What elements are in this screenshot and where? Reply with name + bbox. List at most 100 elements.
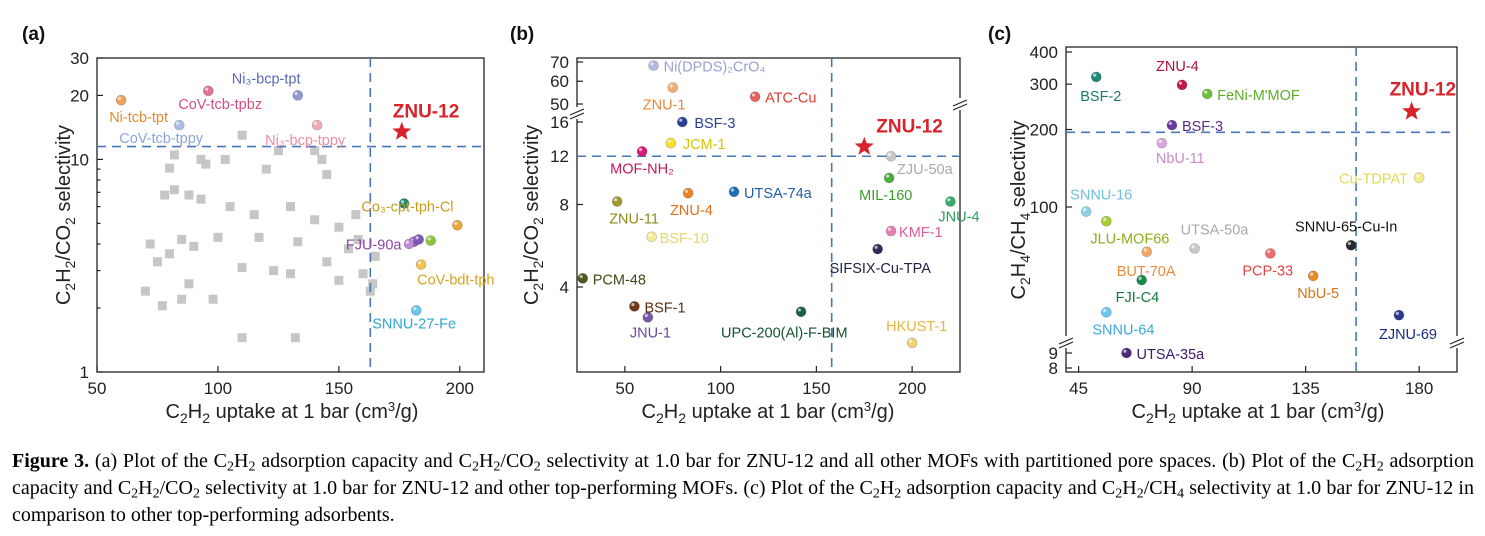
point-SNNU-27-Fe-marker [410,305,422,316]
axis-break-c-right-line2 [1449,341,1465,349]
point-CoV-bdt-tph [415,259,427,270]
point-ATC-Cu [749,91,761,103]
gray-square-21 [145,239,155,249]
point-HKUST-1-shine [908,339,913,343]
point-label-HKUST-1: HKUST-1 [886,319,947,335]
point-BSF-3-shine [679,118,683,122]
point-JCM-1-marker [665,137,677,149]
ytick-label-a-2: 20 [70,86,89,105]
point-ZJNU-69 [1393,309,1405,321]
point-JCM-1 [665,137,677,149]
point-NbU-11 [1156,137,1168,149]
star-ZNU-12-b [854,136,874,155]
point-label-PCM-48: PCM-48 [593,272,646,288]
gray-square-34 [269,266,279,276]
point-Ni3-bcp-tppy-marker [311,119,323,131]
point-ZNU-4 [682,187,694,199]
point-label-Ni(DPDS)2CrO4: Ni(DPDS)₂CrO₄ [664,60,766,76]
point-BUT-70A [1141,246,1153,258]
star-ZNU-12-c [1402,101,1422,120]
point-Cu-TDPAT-marker [1413,172,1425,183]
point-CoV-tcb-tpbz-shine [205,87,209,91]
point-FJI-C4-marker [1136,274,1147,286]
xtick-label-b-0: 50 [615,379,634,398]
point-label-UPC-200(Al)-F-BIM: UPC-200(Al)-F-BIM [721,326,847,342]
point-CoV-tcb-tpbz-marker [202,85,214,97]
point-BSF-3 [677,116,688,128]
ytick-label-a-1: 10 [70,150,89,169]
xtick-label-a-0: 50 [88,379,107,398]
point-PCP-33-shine [1267,250,1271,254]
figure-svg: (a)50 100 150 2001102030Ni-tcb-tptCoV-tcb-t… [22,24,1465,426]
xtick-label-b-3: 200 [898,379,926,398]
point-JNU-1-marker [642,312,654,323]
point-SNNU-16 [1080,206,1092,217]
point-UTSA-35a [1121,347,1132,359]
point-Ni(DPDS)2CrO4-marker [648,60,659,71]
ylabel-b: C2​H2​/CO2​ selectivity [521,125,546,305]
ytick-label-b-6: 70 [550,53,569,72]
ytick-label-c-4: 300 [1030,75,1058,94]
point-label-JNU-4: JNU-4 [938,210,979,226]
point-label-Ni3-bcp-tpt: Ni₃-bcp-tpt [232,71,301,87]
point-label-Ni-tcb-tpt: Ni-tcb-tpt [109,110,168,126]
point-ZNU-4 [1176,79,1188,91]
point-BSF-1-shine [631,302,635,307]
point-UTSA-74a-shine [730,188,735,192]
point-label-ZJU-50a: ZJU-50a [897,162,954,178]
point-Ni-tcb-tpt-marker [115,94,127,106]
point-label-JNU-1: JNU-1 [630,325,671,341]
point-NbU-11-shine [1158,139,1162,143]
point-Ni3-bcp-tpt-marker [292,90,304,101]
xtick-label-c-2: 135 [1291,379,1319,398]
point-Ni(DPDS)2CrO4-shine [650,62,654,66]
gray-square-7 [165,163,175,173]
point-KMF-1-shine [887,227,892,231]
point-FJU-90a-b-marker [413,234,424,245]
gray-square-20 [334,222,344,232]
point-JNU-4-marker [945,196,956,207]
point-label-SNNU-65-Cu-In: SNNU-65-Cu-In [1295,219,1397,235]
point-label-Ni3-bcp-tppy: Ni₃-bcp-tppy [265,133,346,149]
gray-square-3 [169,150,179,160]
point-label-NbU-11: NbU-11 [1156,151,1205,167]
point-BSF-3 [1166,119,1178,131]
point-FeNi-M'MOF-marker [1201,88,1213,100]
ylabel-c: C2​H4​/CH4​ selectivity [1008,121,1033,300]
axis-break-c-left [1058,336,1074,349]
ytick-label-b-2: 12 [550,147,569,166]
point-UTSA-74a-marker [728,186,740,198]
gray-square-45 [237,333,247,343]
point-PCM-48-marker [577,273,589,284]
point-NbU-5-marker [1307,270,1319,282]
point-BSF-10 [646,231,657,243]
caption-label: Figure 3. [12,450,90,472]
xtick-label-c-0: 45 [1069,379,1088,398]
ylabel-a: C2​H2​/CO2​ selectivity [53,125,78,305]
point-FJI-C4 [1136,274,1147,286]
point-JNU-4-shine [947,198,951,202]
point-label-FeNi-M'MOF: FeNi-M'MOF [1217,88,1300,104]
point-BSF-2-shine [1093,73,1097,77]
point-Cu-TDPAT [1413,172,1425,183]
point-FJU-90a-c-shine [405,240,410,244]
point-SIFSIX-Cu-TPA [872,243,883,255]
point-JCM-1-shine [667,139,671,143]
point-ZNU-4-shine [684,189,689,193]
point-label-KMF-1: KMF-1 [899,225,943,241]
star-ZNU-12-a [392,121,412,140]
gray-square-9 [261,164,271,174]
point-Ni-tcb-tpt-shine [117,96,122,100]
point-NbU-11-marker [1156,137,1168,149]
xtick-label-a-2: 150 [325,379,353,398]
point-ZJNU-69-shine [1395,311,1399,315]
point-MOF-NH2 [636,146,648,157]
point-ZJU-50a-shine [887,152,892,157]
point-Co3-cpt-tph-Cl-shine [400,200,405,204]
point-JLU-MOF66 [1101,215,1112,227]
point-SNNU-16-shine [1082,208,1087,212]
axis-break-c-left-gap [1060,336,1072,348]
ytick-label-b-5: 60 [550,72,569,91]
point-NbU-5-shine [1310,272,1314,276]
gray-square-27 [189,241,199,251]
